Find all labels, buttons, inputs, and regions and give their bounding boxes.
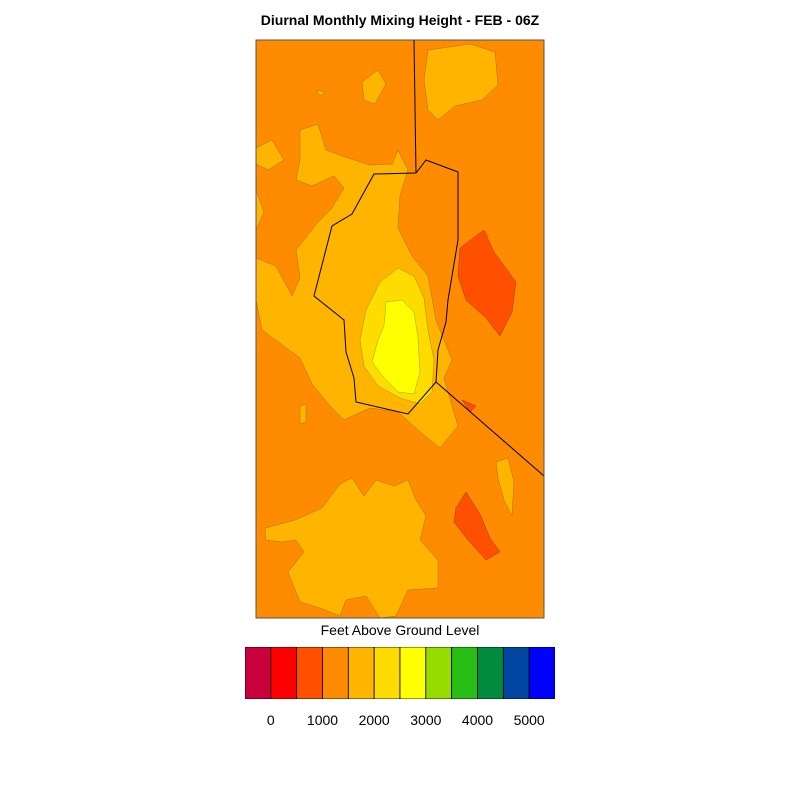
county-boundary — [313, 159, 459, 415]
contour-3000 — [371, 299, 421, 395]
boundary-line-southeast — [435, 381, 545, 477]
contour-2000-north — [361, 69, 387, 105]
contour-2000-se-patch — [495, 457, 515, 517]
colorbar-swatch — [322, 647, 349, 699]
contour-2000-small-2 — [315, 89, 327, 97]
colorbar-swatch — [270, 647, 298, 699]
mixing-height-map — [255, 39, 545, 619]
colorbar-tick-label: 0 — [266, 712, 275, 728]
colorbar-swatch — [451, 647, 478, 699]
colorbar-tick-label: 3000 — [410, 712, 442, 728]
colorbar-tick-label: 4000 — [461, 712, 494, 728]
contour-1500-east — [457, 229, 517, 337]
colorbar-tick-label: 2000 — [358, 712, 390, 728]
colorbar-tick-label: 1000 — [306, 712, 339, 728]
contour-1500-small — [461, 399, 477, 413]
contour-2000-ne — [423, 43, 499, 121]
colorbar-swatch — [347, 647, 375, 699]
colorbar-swatch — [477, 647, 504, 699]
contour-2000-small-1 — [299, 403, 307, 425]
colorbar — [245, 647, 555, 699]
colorbar-ticks: 0 1000 2000 3000 4000 5000 — [0, 712, 800, 732]
colorbar-swatch — [425, 647, 453, 699]
contour-2000-south — [264, 477, 439, 619]
boundary-line-north — [413, 39, 417, 174]
map-frame — [255, 39, 545, 619]
colorbar-swatch — [245, 647, 272, 699]
colorbar-swatch — [399, 647, 427, 699]
colorbar-swatch — [296, 647, 323, 699]
colorbar-swatch — [528, 647, 555, 699]
colorbar-swatch — [502, 647, 530, 699]
colorbar-label: Feet Above Ground Level — [320, 622, 480, 638]
map-title: Diurnal Monthly Mixing Height - FEB - 06… — [260, 12, 540, 28]
colorbar-swatch — [373, 647, 401, 699]
colorbar-tick-label: 5000 — [513, 712, 545, 728]
contour-1500-southeast — [453, 491, 501, 561]
